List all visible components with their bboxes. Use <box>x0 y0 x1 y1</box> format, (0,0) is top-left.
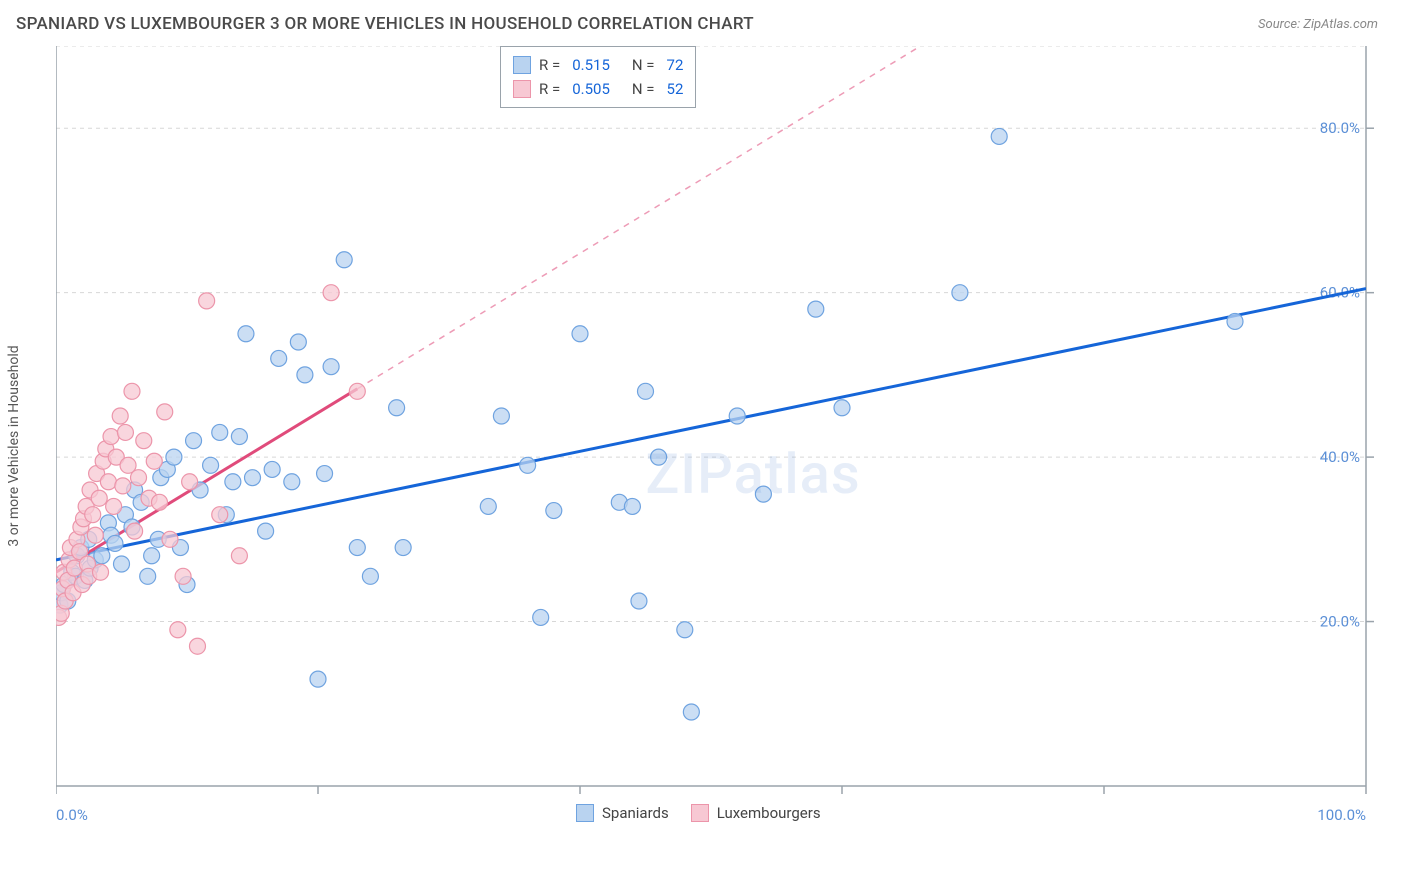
legend-swatch <box>691 804 709 822</box>
legend-item: Luxembourgers <box>691 804 821 822</box>
chart-area: 0.0%100.0%20.0%40.0%60.0%80.0% R = 0.515… <box>56 46 1378 826</box>
y-axis-label: 3 or more Vehicles in Household <box>6 345 22 546</box>
legend-label: Spaniards <box>602 804 669 822</box>
svg-text:0.0%: 0.0% <box>56 806 88 824</box>
series-legend: Spaniards Luxembourgers <box>576 804 821 822</box>
legend-item: Spaniards <box>576 804 669 822</box>
scatter-chart: 0.0%100.0%20.0%40.0%60.0%80.0% <box>56 46 1378 826</box>
svg-text:80.0%: 80.0% <box>1320 119 1360 137</box>
legend-swatch <box>513 80 531 98</box>
legend-label: Luxembourgers <box>717 804 821 822</box>
svg-text:100.0%: 100.0% <box>1317 806 1366 824</box>
legend-swatch <box>576 804 594 822</box>
legend-stat-row: R = 0.505N = 52 <box>513 77 683 101</box>
svg-text:40.0%: 40.0% <box>1320 448 1360 466</box>
svg-text:20.0%: 20.0% <box>1320 613 1360 631</box>
legend-swatch <box>513 56 531 74</box>
header-bar: SPANIARD VS LUXEMBOURGER 3 OR MORE VEHIC… <box>0 0 1406 42</box>
source-label: Source: ZipAtlas.com <box>1258 17 1378 32</box>
legend-stat-row: R = 0.515N = 72 <box>513 53 683 77</box>
chart-title: SPANIARD VS LUXEMBOURGER 3 OR MORE VEHIC… <box>16 14 754 34</box>
correlation-legend: R = 0.515N = 72R = 0.505N = 52 <box>500 46 696 108</box>
